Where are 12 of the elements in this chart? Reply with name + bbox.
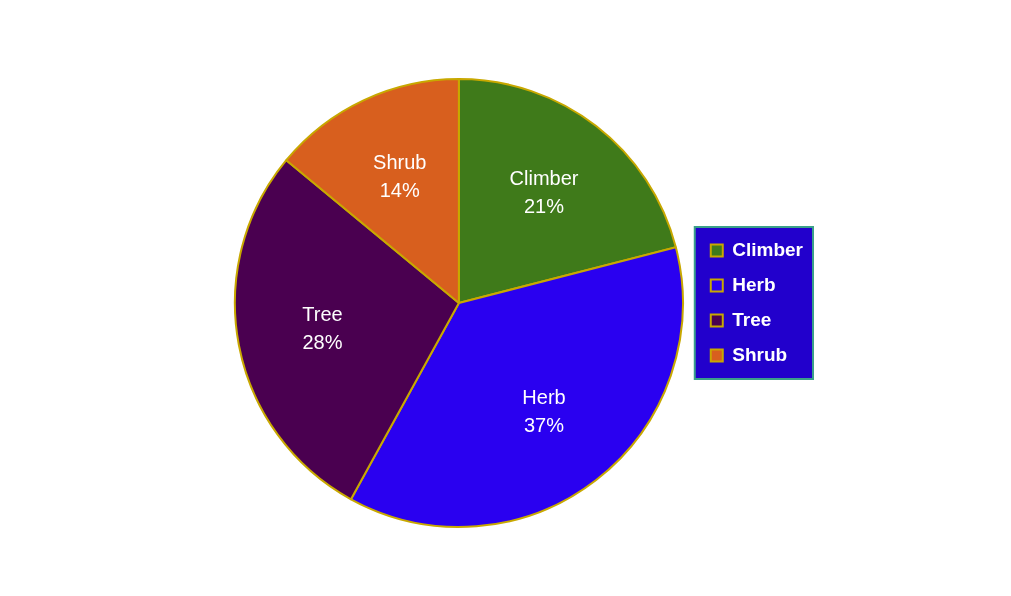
- legend-label: Climber: [732, 238, 804, 260]
- data-label: 21%: [523, 194, 565, 217]
- slice-label: Tree: [302, 302, 343, 325]
- legend-label: Tree: [732, 308, 772, 330]
- data-label: 37%: [523, 414, 565, 437]
- slice-label: Shrub: [373, 150, 427, 173]
- data-label: 28%: [302, 330, 343, 353]
- data-label: 14%: [379, 178, 420, 201]
- slice-label: Climber: [509, 166, 579, 189]
- legend-label: Herb: [732, 273, 776, 295]
- legend-label: Shrub: [732, 343, 788, 365]
- slice-label: Herb: [522, 386, 566, 409]
